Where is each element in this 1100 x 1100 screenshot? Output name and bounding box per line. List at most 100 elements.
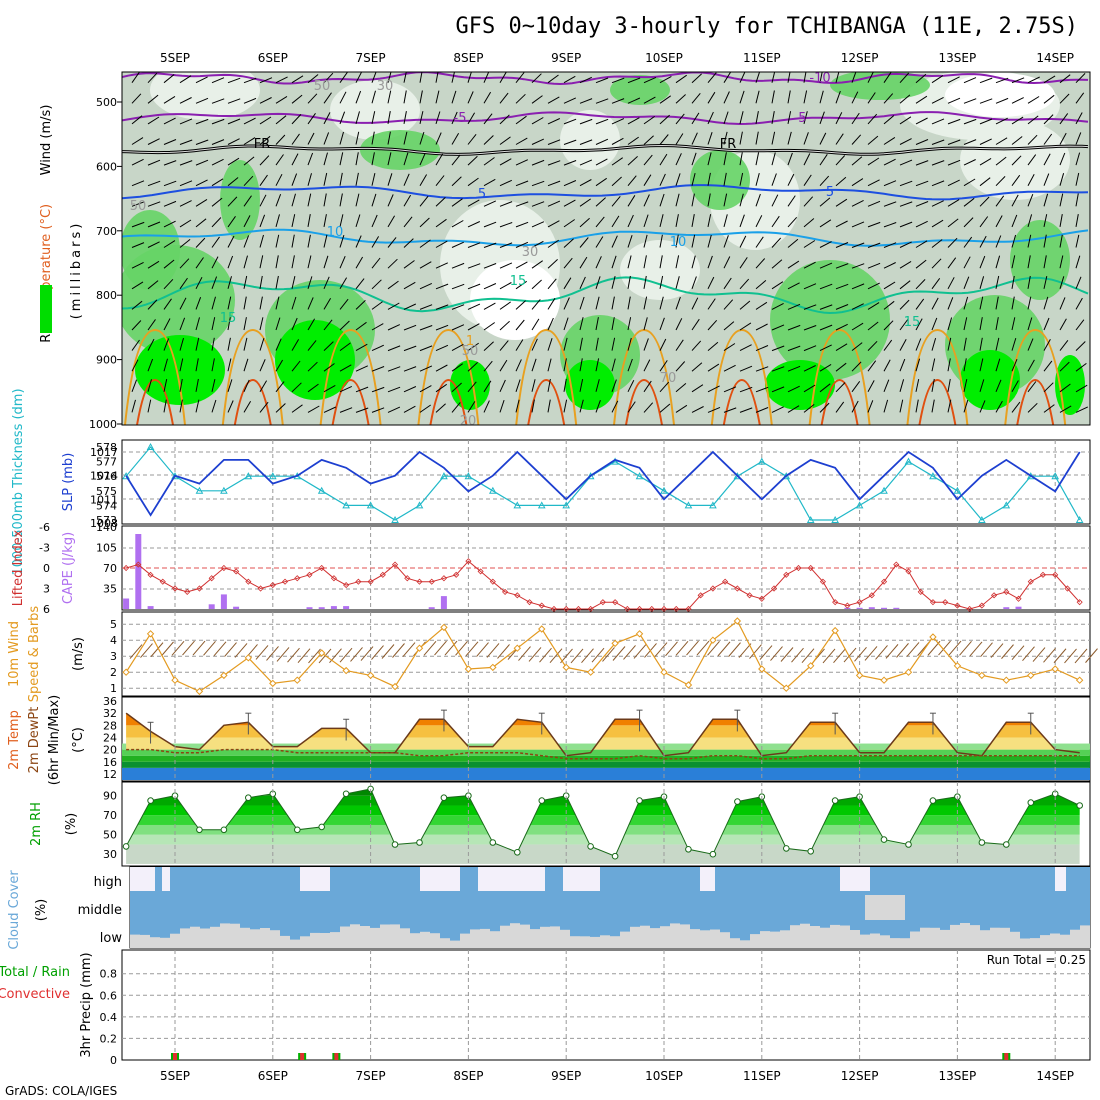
- wind-barb: [931, 337, 937, 351]
- pressure-tick: 600: [96, 160, 117, 173]
- wind-barb: [707, 193, 711, 207]
- slp-tick: 1011: [90, 493, 118, 506]
- wind-barb: [147, 201, 161, 207]
- cloud-low-block: [740, 940, 750, 948]
- thickness-point: [904, 457, 913, 465]
- wind-barb: [659, 114, 670, 125]
- wind-barb: [131, 339, 140, 351]
- wind-barb: [675, 404, 688, 413]
- wind-barb: [659, 255, 663, 269]
- wind-barb: [1075, 276, 1082, 289]
- wind-barb: [899, 319, 909, 331]
- wind-barb: [227, 216, 236, 228]
- wind-barb: [531, 73, 542, 84]
- wind-barb: [931, 160, 945, 166]
- wind-barb: [579, 217, 590, 228]
- wind-barb: [339, 72, 348, 83]
- wind-barb: [979, 296, 984, 310]
- wind-barb: [147, 116, 160, 125]
- wind-barb: [291, 317, 298, 331]
- cloud-low-block: [680, 924, 690, 948]
- wind-barb: [803, 218, 815, 228]
- li-tick: 3: [43, 583, 50, 596]
- wind-barb: [179, 378, 183, 392]
- wind-barb: [707, 363, 720, 372]
- wind-barb: [451, 343, 464, 352]
- wind-barb: [179, 337, 184, 351]
- wind10-barb: [654, 642, 668, 657]
- rh-dry-core: [945, 73, 1055, 117]
- wind-barb: [819, 383, 831, 393]
- li-point: [355, 578, 362, 585]
- wind-barb: [131, 93, 142, 104]
- wind-barb: [1011, 337, 1017, 351]
- wind-barb: [835, 263, 849, 269]
- wind-barb: [467, 221, 481, 228]
- wind-barb: [771, 215, 780, 228]
- ylabel-temp-3: (6hr Min/Max): [47, 695, 62, 785]
- wind-barb: [563, 238, 574, 248]
- wind10-barb: [129, 644, 143, 659]
- wind-barb: [275, 76, 288, 84]
- wind-barb: [547, 180, 561, 187]
- wind-barb: [323, 92, 332, 104]
- li-point: [526, 599, 533, 606]
- wind-barb: [595, 118, 609, 125]
- wind-barb: [979, 379, 985, 392]
- wind10-barb: [728, 642, 741, 657]
- wind10-point: [317, 649, 326, 657]
- thickness-point: [855, 501, 864, 509]
- wind-barb: [819, 90, 824, 104]
- cloud-low-block: [960, 923, 970, 948]
- wind-barb: [659, 95, 671, 104]
- wind-barb: [659, 153, 668, 166]
- wind10-barb: [350, 647, 363, 662]
- li-point: [233, 568, 240, 575]
- wind-barb: [403, 238, 414, 248]
- wind-barb: [867, 221, 881, 228]
- pressure-tick: 1000: [89, 418, 117, 431]
- wind-barb: [227, 296, 232, 310]
- wind-barb: [803, 304, 817, 310]
- wind-barb: [995, 137, 1008, 145]
- wind-barb: [179, 358, 184, 372]
- wind-barb: [163, 358, 168, 372]
- wind-barb: [931, 180, 945, 187]
- li-point: [440, 575, 448, 582]
- wind-barb: [883, 359, 891, 372]
- rh-fill-layer: [122, 72, 1090, 425]
- li-point: [538, 602, 545, 609]
- wind-barb: [867, 200, 881, 207]
- wind-barb: [675, 234, 679, 248]
- cape-bar: [233, 606, 240, 609]
- li-point: [1052, 571, 1059, 578]
- wind-barb: [403, 405, 416, 413]
- wind-barb: [851, 72, 857, 83]
- wind-barb: [323, 319, 333, 331]
- cloud-panel: Cloud Cover (%) high middle low: [7, 866, 1091, 950]
- wind-barb: [307, 383, 319, 393]
- wind-barb: [147, 379, 152, 392]
- wind-barb: [515, 319, 525, 331]
- li-point: [832, 599, 839, 606]
- contour-label: 20: [460, 414, 477, 429]
- cloud-low-block: [970, 925, 980, 948]
- wind-barb: [915, 180, 929, 187]
- wind-barb: [211, 236, 220, 248]
- wind10-point: [1027, 671, 1035, 680]
- wind-barb: [947, 297, 954, 310]
- wind-barb: [995, 296, 999, 310]
- cloud-low-block: [890, 938, 900, 948]
- wind-barb: [243, 379, 250, 393]
- wind-barb: [643, 359, 651, 372]
- rh2m-tick: 30: [103, 848, 117, 861]
- wind-barb: [867, 340, 878, 351]
- wind-barb: [691, 92, 701, 104]
- cloud-low-block: [760, 931, 770, 948]
- wind-barb: [355, 365, 369, 372]
- thickness-point: [1002, 501, 1011, 509]
- wind-barb: [691, 362, 703, 372]
- wind10-tick: 2: [110, 666, 117, 679]
- wind-barb: [659, 296, 664, 310]
